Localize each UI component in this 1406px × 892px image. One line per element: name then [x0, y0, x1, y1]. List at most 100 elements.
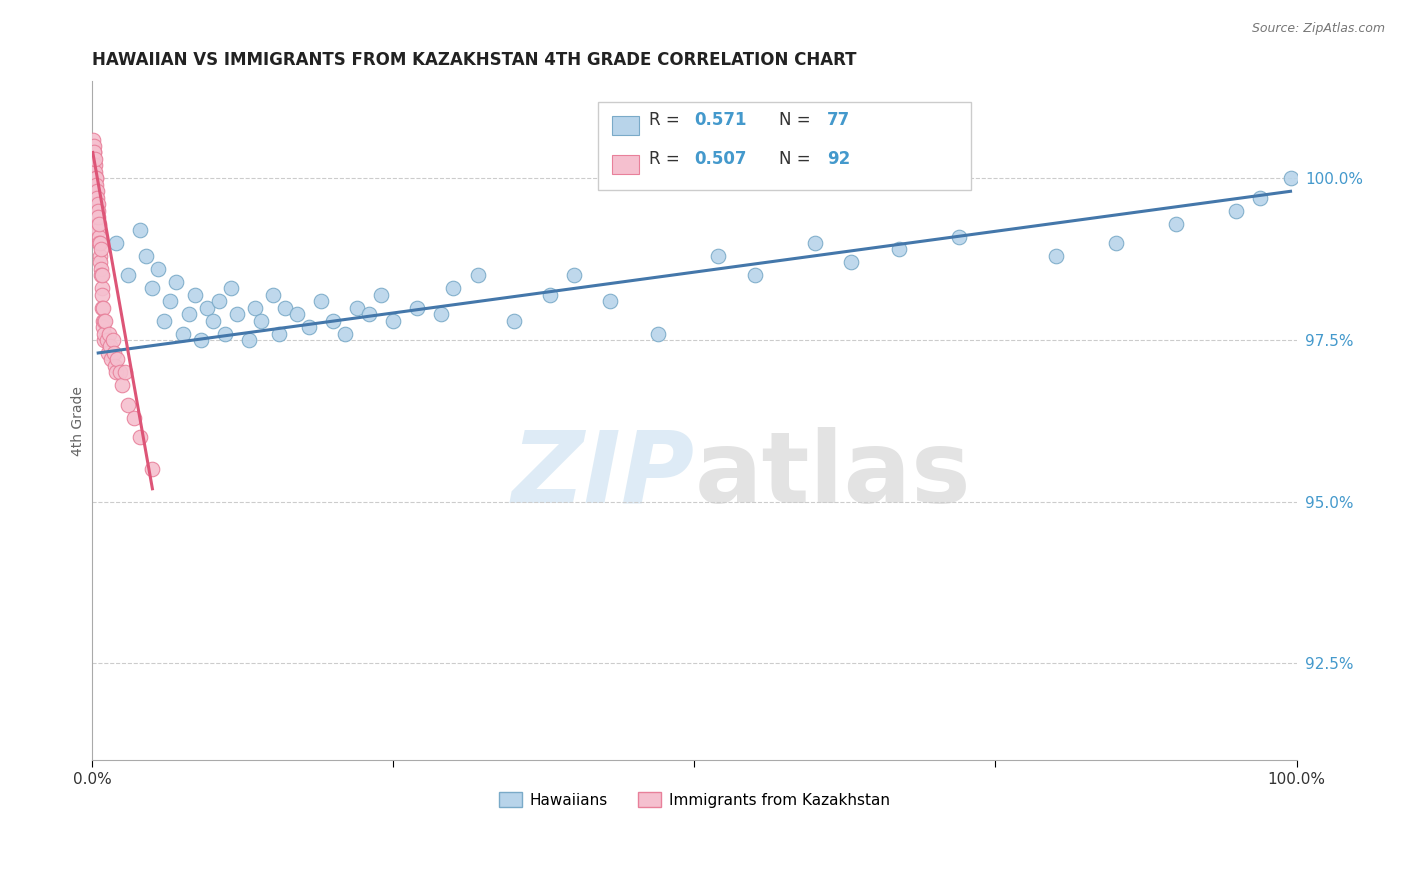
Point [98, 326, 121, 341]
Point [249, 313, 271, 327]
Point [195, 301, 218, 315]
Point [93, 326, 115, 341]
Legend: Hawaiians, Immigrants from Kazakhstan: Hawaiians, Immigrants from Kazakhstan [492, 786, 896, 814]
Point [219, 281, 242, 295]
Point [87, 217, 110, 231]
Point [87, 210, 110, 224]
Point [87, 223, 110, 237]
Text: N =: N = [779, 112, 815, 129]
Point [114, 365, 136, 379]
Point [108, 365, 131, 379]
Point [430, 307, 453, 321]
Point [84, 191, 107, 205]
Point [467, 268, 489, 283]
Point [84, 171, 107, 186]
Point [83, 152, 105, 166]
Point [183, 287, 205, 301]
Text: 0.571: 0.571 [695, 112, 747, 129]
Point [141, 281, 163, 295]
Text: HAWAIIAN VS IMMIGRANTS FROM KAZAKHSTAN 4TH GRADE CORRELATION CHART: HAWAIIAN VS IMMIGRANTS FROM KAZAKHSTAN 4… [93, 51, 856, 69]
Point [83, 145, 105, 160]
Point [86, 210, 108, 224]
Point [839, 255, 862, 269]
Point [129, 430, 152, 444]
Point [82, 152, 104, 166]
Point [87, 217, 110, 231]
Point [153, 313, 176, 327]
Point [84, 171, 107, 186]
Point [98, 339, 121, 353]
Point [86, 191, 108, 205]
Point [90, 281, 112, 295]
Text: N =: N = [779, 150, 815, 168]
Point [107, 352, 129, 367]
Point [89, 255, 111, 269]
Point [1249, 191, 1271, 205]
Point [86, 178, 108, 192]
Point [190, 333, 212, 347]
Point [359, 307, 381, 321]
Point [562, 268, 585, 283]
Point [443, 281, 465, 295]
Point [87, 229, 110, 244]
Point [83, 165, 105, 179]
Text: ZIP: ZIP [512, 426, 695, 524]
Point [83, 158, 105, 172]
Point [89, 235, 111, 250]
Point [1164, 217, 1187, 231]
Point [214, 326, 236, 341]
Text: Source: ZipAtlas.com: Source: ZipAtlas.com [1251, 22, 1385, 36]
Point [86, 197, 108, 211]
Point [309, 294, 332, 309]
Point [333, 326, 356, 341]
Point [93, 333, 115, 347]
Point [804, 235, 827, 250]
Text: R =: R = [648, 150, 685, 168]
Point [201, 313, 224, 327]
Point [90, 268, 112, 283]
Point [177, 307, 200, 321]
Point [91, 313, 114, 327]
Point [1225, 203, 1247, 218]
Point [82, 139, 104, 153]
Point [86, 197, 108, 211]
FancyBboxPatch shape [598, 102, 972, 190]
Point [744, 268, 766, 283]
Text: R =: R = [648, 112, 685, 129]
Point [1105, 235, 1128, 250]
Point [84, 165, 107, 179]
Point [104, 359, 127, 373]
Point [1279, 171, 1302, 186]
Point [105, 365, 128, 379]
Point [86, 203, 108, 218]
Point [382, 313, 405, 327]
Point [124, 410, 146, 425]
Point [83, 158, 105, 172]
Point [89, 249, 111, 263]
Bar [613, 116, 638, 136]
Point [141, 462, 163, 476]
Point [370, 287, 392, 301]
Point [93, 313, 115, 327]
Point [298, 320, 321, 334]
Point [89, 235, 111, 250]
Point [135, 249, 157, 263]
Point [267, 326, 290, 341]
Point [86, 184, 108, 198]
Point [166, 275, 188, 289]
Point [82, 158, 104, 172]
Point [502, 313, 524, 327]
Point [83, 152, 105, 166]
Point [91, 301, 114, 315]
Point [101, 333, 124, 347]
Point [707, 249, 730, 263]
Point [87, 203, 110, 218]
Point [172, 326, 194, 341]
Point [148, 261, 170, 276]
Point [406, 301, 429, 315]
Point [208, 294, 231, 309]
Point [647, 326, 669, 341]
Point [274, 301, 297, 315]
Point [91, 287, 114, 301]
Point [238, 333, 260, 347]
